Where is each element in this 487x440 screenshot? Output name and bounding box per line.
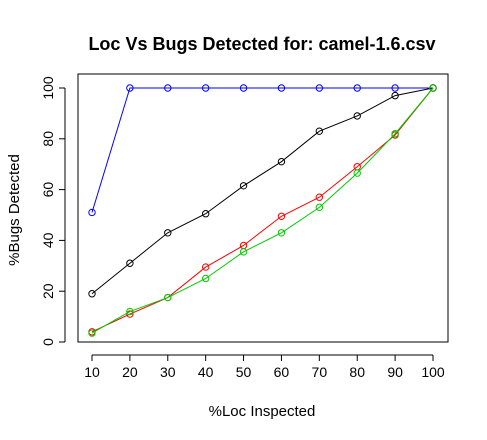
- x-tick-label: 90: [387, 364, 403, 380]
- data-point: [201, 210, 210, 218]
- x-tick-label: 40: [198, 364, 214, 380]
- x-tick-label: 70: [312, 364, 328, 380]
- series-4: [88, 84, 437, 337]
- data-point: [315, 203, 324, 212]
- x-tick-label: 10: [84, 364, 100, 380]
- data-point: [353, 84, 361, 92]
- x-tick-label: 20: [122, 364, 138, 380]
- y-tick-label: 60: [40, 182, 56, 198]
- y-tick-label: 40: [40, 232, 56, 248]
- data-point: [353, 112, 361, 120]
- x-tick-label: 60: [274, 364, 290, 380]
- data-point: [88, 290, 96, 298]
- x-tick-label: 80: [349, 364, 365, 380]
- data-point: [201, 84, 210, 92]
- data-point: [315, 84, 324, 92]
- data-point: [391, 91, 399, 100]
- data-point: [277, 157, 286, 166]
- data-point: [429, 84, 437, 92]
- x-tick-label: 50: [236, 364, 252, 380]
- data-point: [315, 127, 324, 135]
- series-2: [88, 84, 437, 298]
- data-point: [277, 212, 286, 220]
- data-point: [126, 307, 134, 316]
- data-point: [239, 248, 248, 256]
- data-point: [315, 193, 324, 201]
- plot-frame: [77, 73, 449, 343]
- data-point: [201, 263, 210, 271]
- y-tick-label: 0: [40, 338, 56, 346]
- series-line: [91, 87, 434, 334]
- data-point: [126, 310, 134, 318]
- data-point: [88, 208, 96, 217]
- data-point: [201, 274, 210, 283]
- series-line: [91, 87, 433, 213]
- series-layer: [88, 84, 437, 337]
- data-point: [88, 329, 96, 337]
- data-point: [353, 169, 361, 177]
- series-line: [91, 87, 434, 295]
- series-1: [88, 84, 437, 217]
- data-point: [277, 84, 286, 92]
- data-point: [391, 130, 399, 138]
- data-point: [277, 229, 286, 237]
- data-point: [391, 84, 399, 92]
- x-tick-label: 100: [421, 364, 445, 380]
- data-point: [126, 259, 134, 267]
- x-tick-label: 30: [160, 364, 176, 380]
- series-3: [88, 84, 437, 336]
- chart-title: Loc Vs Bugs Detected for: camel-1.6.csv: [88, 34, 435, 54]
- data-point: [164, 229, 172, 237]
- y-tick-label: 100: [40, 76, 56, 100]
- y-tick-label: 20: [40, 283, 56, 299]
- x-axis-label: %Loc Inspected: [209, 403, 316, 420]
- y-tick-label: 80: [40, 131, 56, 147]
- x-axis: 10 20 30 40 50 60 70 80 90 100: [84, 354, 445, 380]
- data-point: [164, 293, 172, 302]
- data-point: [239, 84, 248, 92]
- series-line: [91, 87, 434, 333]
- data-point: [164, 84, 172, 92]
- y-axis: 0 20 40 60 80 100: [40, 76, 66, 346]
- data-point: [239, 182, 248, 190]
- y-axis-label: %Bugs Detected: [6, 154, 23, 266]
- data-point: [126, 84, 134, 92]
